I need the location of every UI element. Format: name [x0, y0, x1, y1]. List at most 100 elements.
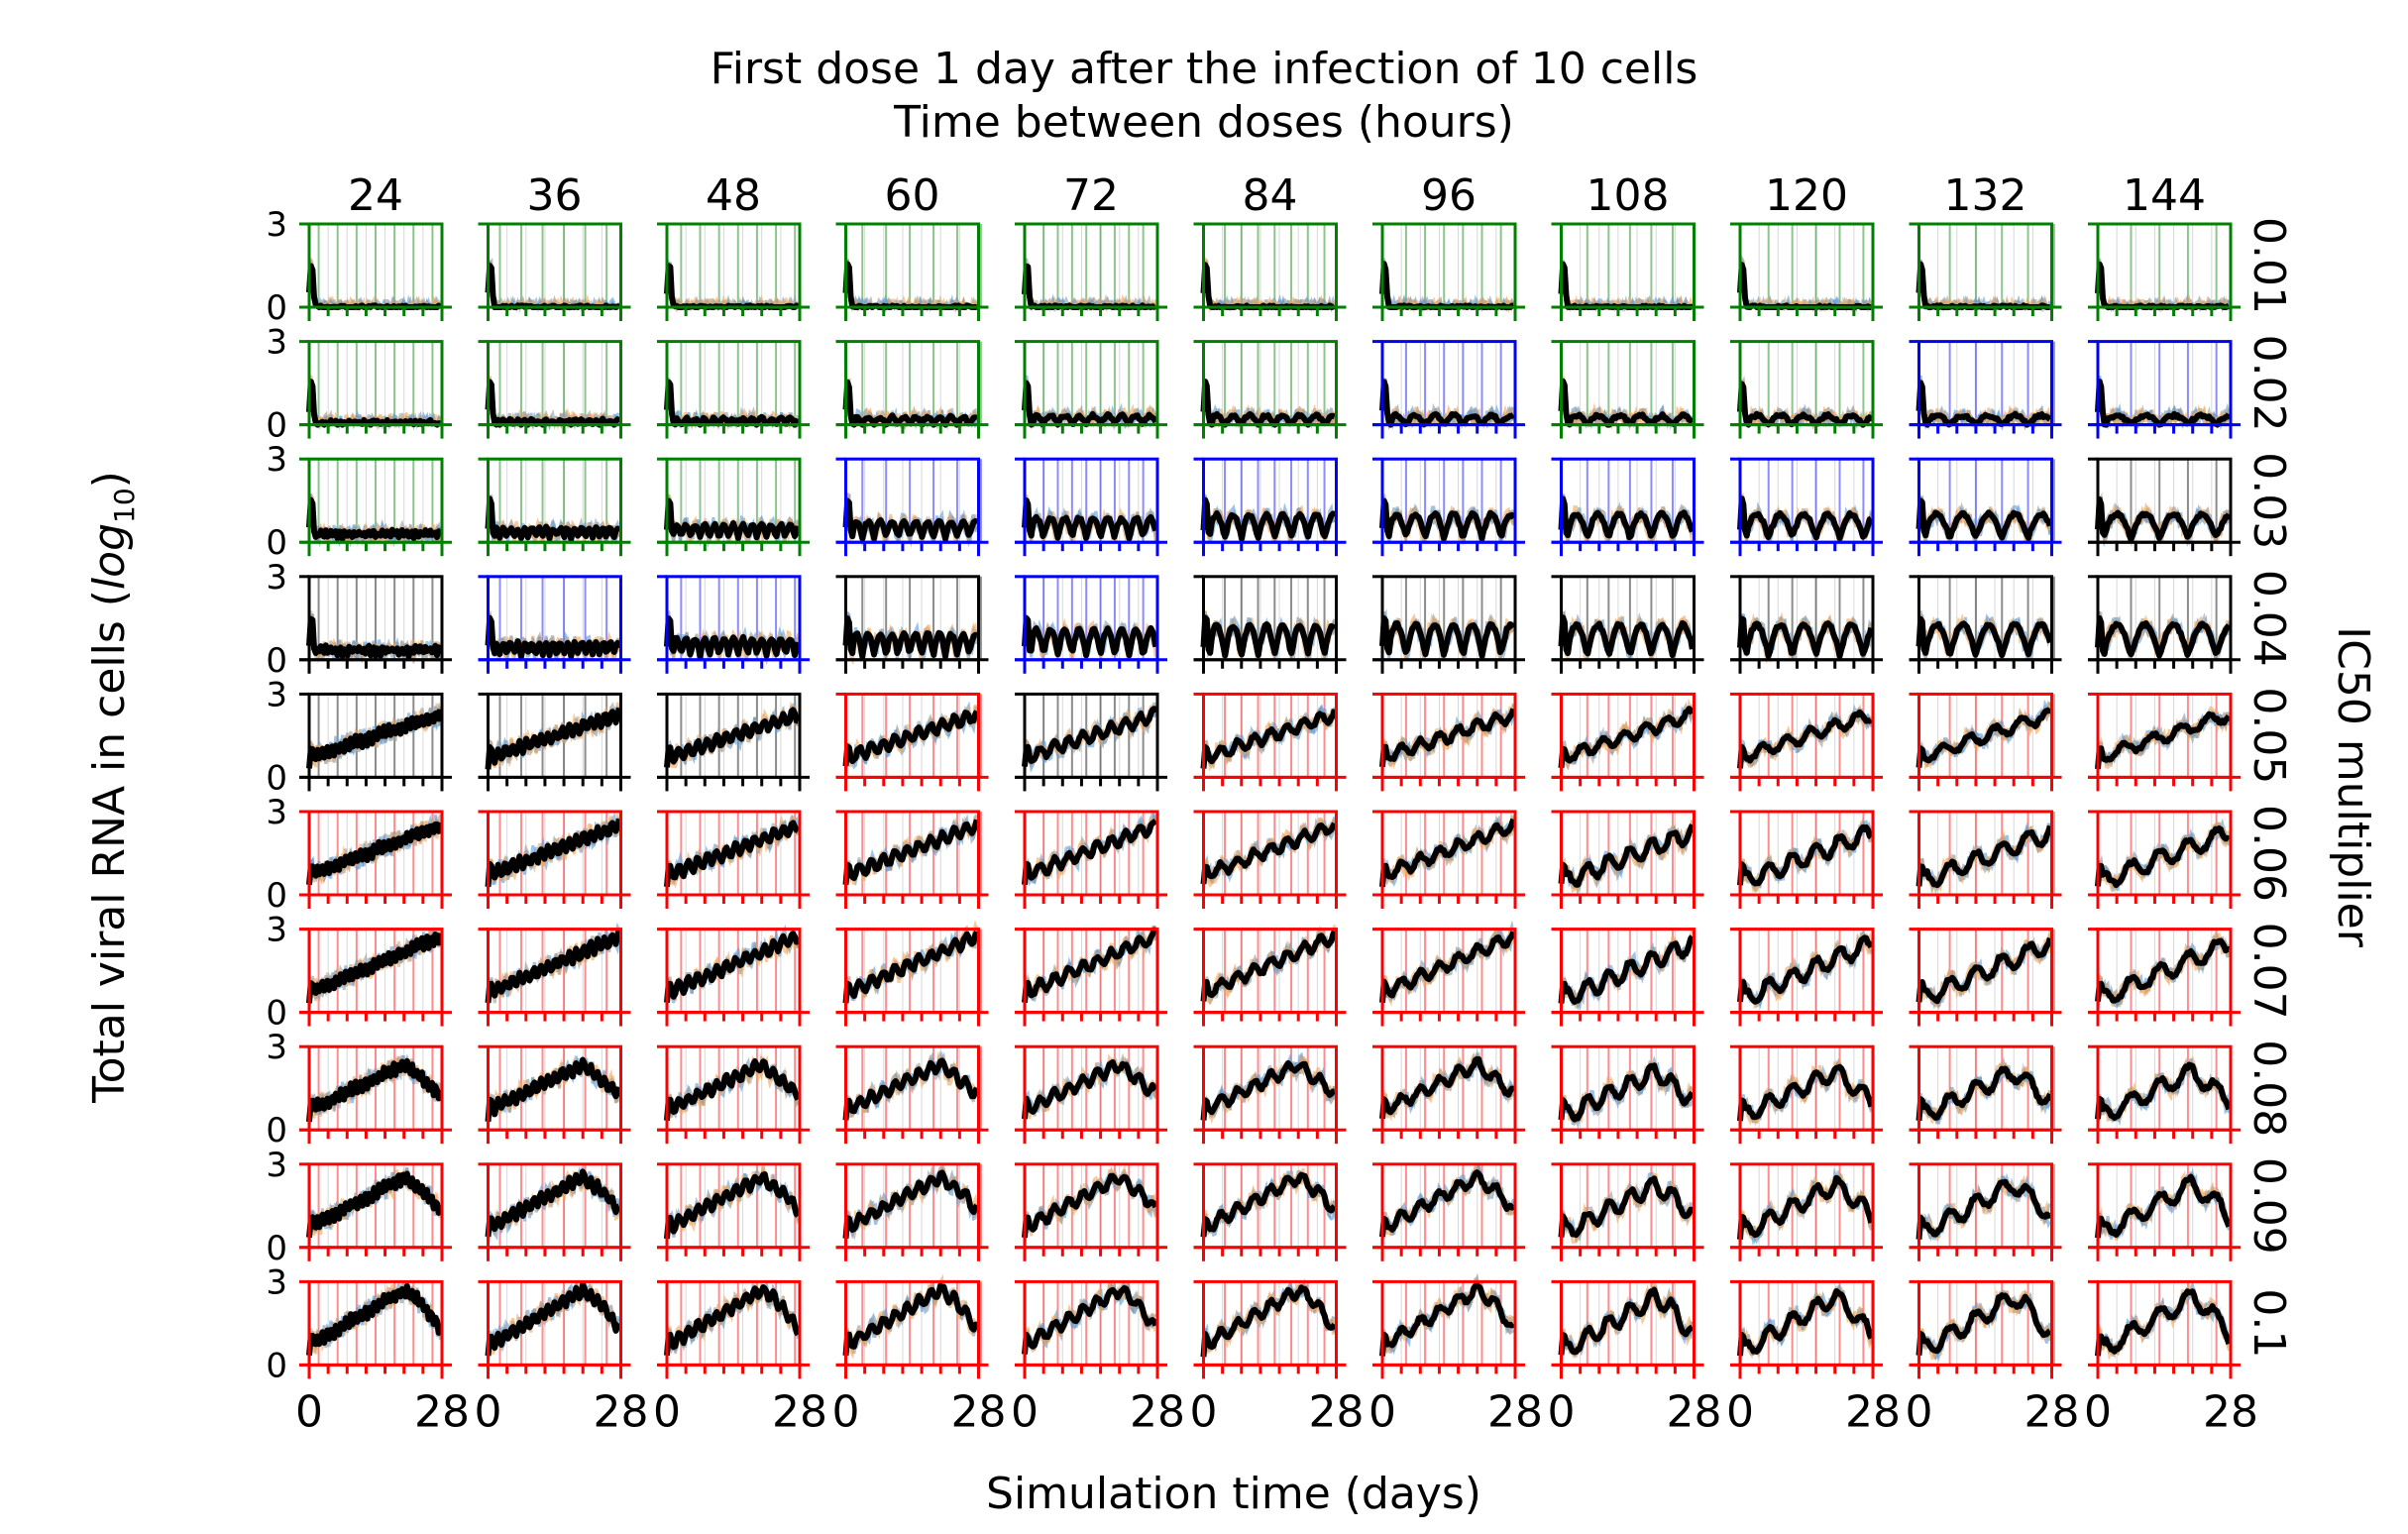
panel-r4-c3: [835, 692, 989, 792]
y-tick-label: 3: [266, 675, 287, 714]
panel-r6-c10: 0.07: [2088, 923, 2294, 1027]
panel-r9-c6: 0 28: [1368, 1272, 1543, 1437]
panel-r5-c1: [478, 810, 631, 909]
series-mean-line: [1200, 379, 1337, 428]
panel-r7-c3: [835, 1044, 989, 1145]
series-mean-line: [1022, 380, 1158, 428]
series-mean-line: [1200, 822, 1338, 885]
panel-r6-c7: [1551, 928, 1704, 1027]
series-mean-line: [2095, 379, 2232, 428]
series-mean-line: [2095, 1173, 2233, 1239]
panel-r4-c5: [1193, 692, 1347, 792]
series-mean-line: [1379, 379, 1515, 428]
panel-r5-c10: 0.06: [2088, 805, 2294, 909]
series-mean-line: [842, 710, 980, 767]
panel-r6-c4: [1015, 925, 1167, 1027]
panel-r7-c5: [1193, 1044, 1347, 1145]
series-mean-line: [842, 819, 980, 885]
x-tick-label: 0: [295, 1386, 323, 1437]
series-mean-line: [1022, 614, 1159, 659]
series-orange-line: [1380, 1277, 1515, 1354]
panel-r4-c7: [1551, 692, 1704, 792]
row-label: 0.1: [2244, 1288, 2294, 1358]
series-mean-line: [2095, 825, 2231, 889]
series-blue-line: [1202, 1169, 1337, 1244]
y-tick-label: 0: [266, 288, 287, 328]
x-tick-label: 28: [414, 1386, 470, 1437]
panel-r5-c0: 30: [266, 793, 452, 916]
x-tick-label: 28: [951, 1386, 1007, 1437]
series-mean-line: [1379, 708, 1517, 768]
series-mean-line: [1379, 1282, 1516, 1357]
panel-r1-c0: 30: [266, 323, 452, 446]
panel-r0-c10: 144 0.01: [2088, 170, 2294, 321]
series-mean-line: [306, 1282, 444, 1356]
series-mean-line: [1200, 1059, 1337, 1121]
panel-r7-c8: [1730, 1044, 1883, 1145]
series-mean-line: [485, 614, 622, 660]
panel-r3-c10: 0.04: [2088, 570, 2294, 674]
column-label: 132: [1944, 170, 2027, 221]
panel-r5-c4: [1015, 809, 1167, 909]
series-mean-line: [1737, 1174, 1875, 1240]
series-mean-line: [1558, 614, 1696, 659]
row-label: 0.03: [2244, 452, 2294, 549]
panel-r1-c9: [1909, 340, 2062, 439]
series-mean-line: [306, 709, 444, 769]
panel-r3-c4: [1015, 575, 1167, 674]
series-mean-line: [1737, 381, 1875, 428]
panel-frame: [1202, 1044, 1338, 1132]
column-label: 72: [1063, 170, 1119, 221]
panel-r0-c8: 120: [1730, 170, 1883, 321]
panel-r3-c9: [1909, 575, 2062, 674]
series-mean-line: [2095, 615, 2232, 659]
y-axis-label-main: Total viral RNA in cells (: [84, 590, 135, 1104]
x-tick-label: 0: [1906, 1386, 1933, 1437]
y-tick-label: 3: [266, 1146, 287, 1185]
series-mean-line: [485, 818, 622, 888]
panel-r3-c0: 30: [266, 558, 452, 681]
series-mean-line: [1379, 1055, 1516, 1120]
panel-r1-c10: 0.02: [2088, 335, 2294, 439]
panel-r9-c0: 3 00 28: [266, 1262, 470, 1437]
series-mean-line: [664, 820, 800, 888]
panel-r4-c6: [1372, 692, 1525, 792]
x-tick-label: 0: [653, 1386, 681, 1437]
panel-r8-c6: [1372, 1161, 1525, 1261]
panel-r8-c10: 0.09: [2088, 1157, 2294, 1261]
panel-frame: [487, 222, 622, 309]
series-orange-line: [1202, 1167, 1337, 1242]
x-tick-label: 0: [1368, 1386, 1396, 1437]
series-grey-line: [487, 1280, 620, 1364]
series-mean-line: [306, 1170, 444, 1238]
x-tick-label: 0: [1190, 1386, 1218, 1437]
panel-r1-c1: [478, 340, 631, 439]
panel-r5-c8: [1730, 810, 1883, 909]
series-mean-line: [1379, 497, 1516, 542]
panel-r8-c8: [1730, 1162, 1883, 1261]
panel-frame: [844, 222, 980, 309]
column-label: 84: [1243, 170, 1298, 221]
series-mean-line: [1737, 823, 1873, 887]
series-mean-line: [1379, 1169, 1516, 1238]
series-mean-line: [1022, 1172, 1158, 1239]
panel-frame: [487, 1162, 622, 1250]
panel-r1-c3: [835, 340, 989, 439]
y-tick-label: 3: [266, 1262, 287, 1302]
panel-frame: [844, 1279, 980, 1367]
series-mean-line: [1915, 380, 2052, 428]
row-label: 0.05: [2244, 687, 2294, 784]
panel-r3-c2: [657, 575, 810, 674]
panel-r5-c9: [1909, 810, 2062, 909]
series-mean-line: [2095, 1288, 2233, 1357]
y-tick-label: 0: [266, 1111, 287, 1150]
panel-r0-c3: 60: [835, 170, 989, 321]
series-mean-line: [1915, 1065, 2053, 1122]
panel-r4-c4: [1015, 692, 1167, 792]
series-mean-line: [306, 821, 444, 886]
y-tick-label: 0: [266, 994, 287, 1034]
series-mean-line: [664, 707, 800, 768]
series-mean-line: [1379, 931, 1517, 1004]
series-mean-line: [664, 1284, 801, 1357]
y-tick-label: 3: [266, 558, 287, 598]
